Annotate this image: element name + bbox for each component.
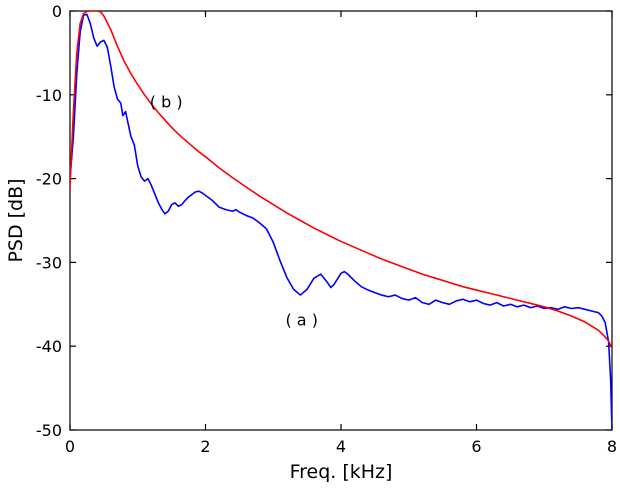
curve-label-a: ( a )	[285, 310, 317, 329]
y-tick-label: -40	[36, 337, 62, 356]
series-line-a	[70, 13, 612, 430]
y-tick-label: -10	[36, 86, 62, 105]
series-line-b	[70, 11, 612, 349]
y-tick-label: -30	[36, 253, 62, 272]
y-tick-label: -50	[36, 421, 62, 440]
axes-box	[69, 10, 613, 431]
x-tick-label: 8	[607, 437, 617, 456]
curve-label-b: ( b )	[150, 92, 183, 111]
y-axis-label: PSD [dB]	[5, 178, 27, 262]
x-tick-label: 2	[200, 437, 210, 456]
x-tick-label: 6	[471, 437, 481, 456]
y-tick-label: 0	[52, 2, 62, 21]
y-tick-label: -20	[36, 170, 62, 189]
x-tick-label: 4	[336, 437, 346, 456]
x-axis-label: Freq. [kHz]	[290, 461, 393, 483]
x-tick-label: 0	[65, 437, 75, 456]
